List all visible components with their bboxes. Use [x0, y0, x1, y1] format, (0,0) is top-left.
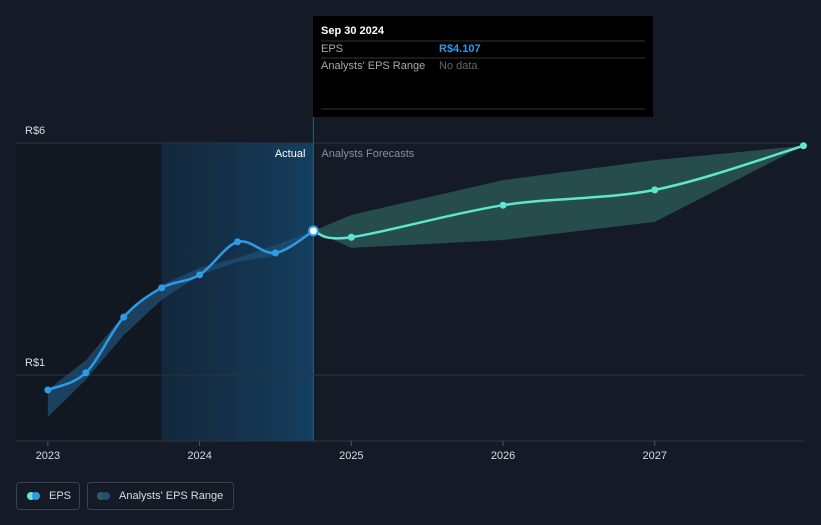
- eps-point: [234, 238, 242, 246]
- x-tick-label: 2027: [643, 450, 667, 462]
- y-tick-label: R$1: [25, 357, 45, 369]
- divider-label: Actual: [275, 148, 306, 160]
- eps-point: [799, 142, 807, 150]
- tooltip-box: [313, 16, 653, 117]
- past-shade-dark: [16, 143, 162, 441]
- divider-label: Analysts Forecasts: [321, 148, 414, 160]
- eps-point: [307, 225, 319, 237]
- tooltip-value: R$4.107: [439, 43, 481, 55]
- eps-point: [120, 313, 128, 321]
- legend-label: EPS: [49, 490, 71, 502]
- tooltip: Sep 30 2024 EPS R$4.107 Analysts' EPS Ra…: [313, 16, 653, 117]
- tooltip-label: EPS: [321, 43, 343, 55]
- past-shade: [161, 143, 314, 441]
- x-tick-label: 2023: [36, 450, 60, 462]
- eps-point: [196, 271, 204, 279]
- x-tick-label: 2026: [491, 450, 515, 462]
- eps-point: [347, 233, 355, 241]
- tooltip-label: Analysts' EPS Range: [321, 60, 425, 72]
- eps-point: [44, 386, 52, 394]
- legend-swatch: [102, 492, 110, 500]
- legend-label: Analysts' EPS Range: [119, 490, 223, 502]
- legend-swatch: [32, 492, 40, 500]
- eps-point: [82, 369, 90, 377]
- x-tick-label: 2024: [187, 450, 211, 462]
- eps-point: [651, 186, 659, 194]
- legend-item[interactable]: [87, 482, 234, 510]
- legend-item[interactable]: [16, 482, 80, 510]
- eps-point: [499, 201, 507, 209]
- eps-line: [47, 229, 315, 392]
- eps-point: [271, 249, 279, 257]
- legend: EPS Analysts' EPS Range: [16, 482, 234, 510]
- range-band: [313, 145, 804, 248]
- eps-point: [158, 284, 166, 292]
- y-tick-label: R$6: [25, 125, 45, 137]
- x-tick-label: 2025: [339, 450, 363, 462]
- tooltip-title: Sep 30 2024: [321, 25, 385, 37]
- tooltip-value: No data: [439, 60, 478, 72]
